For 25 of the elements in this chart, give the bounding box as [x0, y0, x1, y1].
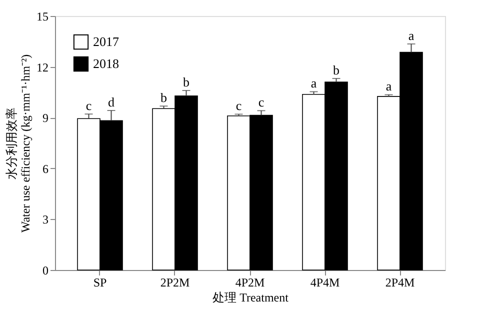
- data-label: b: [183, 74, 190, 90]
- data-label: a: [310, 76, 317, 91]
- y-axis-title: 水分利用效率 Water use efficiency (kg·mm⁻¹·hm⁻²): [4, 54, 32, 233]
- data-label: c: [258, 94, 264, 110]
- y-tick-label: 9: [42, 111, 48, 126]
- data-label: b: [160, 90, 167, 106]
- data-label: a: [386, 78, 392, 94]
- data-label: a: [408, 28, 414, 43]
- data-label: c: [236, 98, 242, 114]
- x-tick-label: 2P4M: [385, 276, 415, 290]
- y-tick-label: 0: [42, 264, 48, 278]
- y-tick-label: 6: [42, 162, 48, 176]
- y-tick-label: 3: [42, 212, 48, 227]
- x-tick-label: 4P2M: [235, 276, 265, 290]
- data-label: d: [108, 94, 115, 110]
- x-tick-label: 4P4M: [310, 276, 340, 290]
- x-tick-label: 2P2M: [160, 276, 190, 290]
- x-tick-label: SP: [93, 276, 107, 290]
- x-axis-title: 处理 Treatment: [212, 290, 290, 304]
- y-tick-label: 15: [36, 10, 48, 24]
- data-label: b: [333, 62, 340, 78]
- legend-label: 2018: [93, 56, 119, 71]
- y-tick-label: 12: [36, 60, 48, 74]
- data-label: c: [86, 98, 92, 114]
- legend-label: 2017: [93, 34, 120, 49]
